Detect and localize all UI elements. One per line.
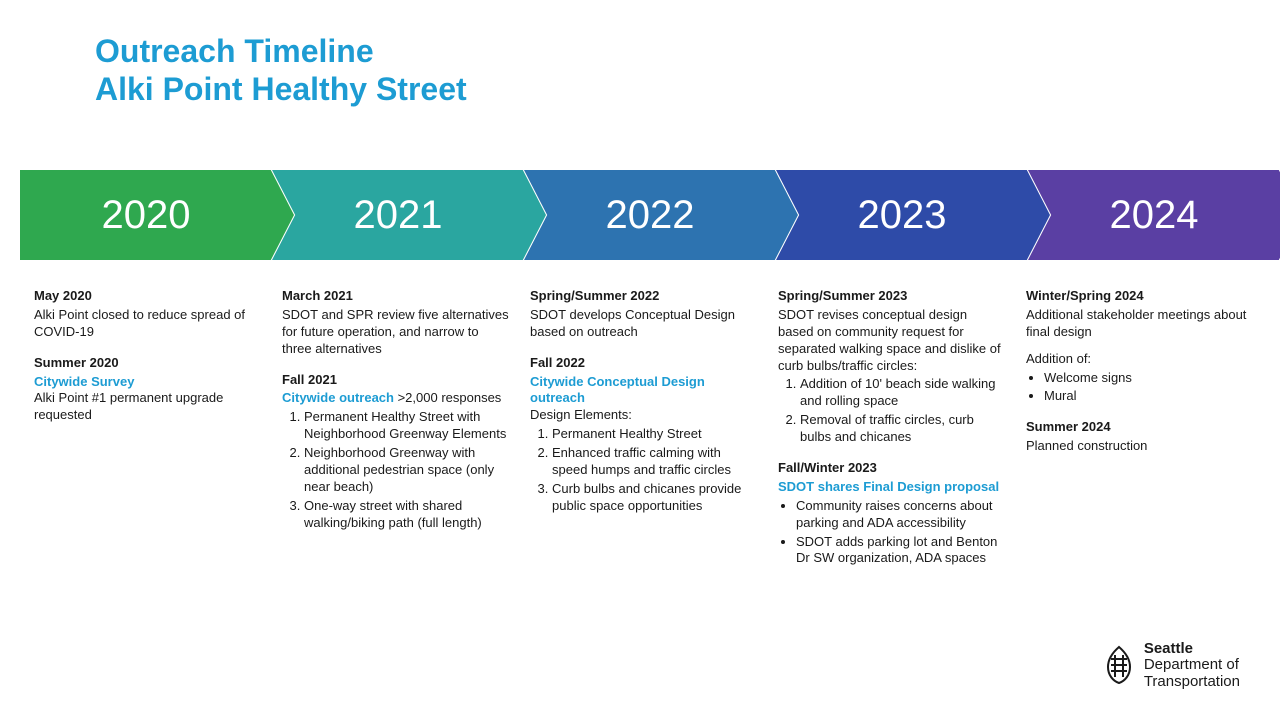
event-sub-heading: SDOT shares Final Design proposal: [778, 479, 1006, 496]
list-item: Curb bulbs and chicanes provide public s…: [552, 481, 758, 515]
list-item: Enhanced traffic calming with speed hump…: [552, 445, 758, 479]
timeline-event: Fall/Winter 2023 SDOT shares Final Design…: [778, 460, 1006, 567]
event-heading: Spring/Summer 2022: [530, 288, 758, 305]
event-ordered-list: Permanent Healthy Street Enhanced traffic…: [530, 426, 758, 514]
event-body: SDOT and SPR review five alternatives fo…: [282, 307, 510, 358]
event-body: Addition of:: [1026, 351, 1254, 368]
event-heading: May 2020: [34, 288, 262, 305]
event-sub-heading: Citywide outreach: [282, 390, 394, 405]
list-item: SDOT adds parking lot and Benton Dr SW o…: [796, 534, 1006, 568]
event-heading: Summer 2020: [34, 355, 262, 372]
list-item: Removal of traffic circles, curb bulbs a…: [800, 412, 1006, 446]
logo-text: Seattle Department of Transportation: [1144, 641, 1240, 691]
timeline-event: May 2020 Alki Point closed to reduce spre…: [34, 288, 262, 341]
event-body: Alki Point #1 permanent upgrade requeste…: [34, 390, 262, 424]
title-line-2: Alki Point Healthy Street: [95, 70, 467, 108]
event-heading: Fall 2021: [282, 372, 510, 389]
list-item: Permanent Healthy Street: [552, 426, 758, 443]
event-sub-heading: Citywide Survey: [34, 374, 262, 391]
timeline-event: Fall 2022 Citywide Conceptual Design outr…: [530, 355, 758, 515]
timeline-column: Spring/Summer 2022 SDOT develops Conceptu…: [530, 288, 758, 581]
event-sub-heading: Citywide Conceptual Design outreach: [530, 374, 758, 408]
event-heading: Fall/Winter 2023: [778, 460, 1006, 477]
list-item: Community raises concerns about parking …: [796, 498, 1006, 532]
seattle-logo-icon: [1102, 645, 1136, 685]
event-body: Citywide outreach >2,000 responses: [282, 390, 510, 407]
event-body: SDOT develops Conceptual Design based on…: [530, 307, 758, 341]
chevron-year-label: 2022: [524, 170, 776, 260]
timeline-event: Summer 2020 Citywide SurveyAlki Point #1 …: [34, 355, 262, 425]
timeline-chevron-2020: 2020: [20, 170, 294, 260]
logo-line-2: Department of: [1144, 657, 1240, 674]
event-ordered-list: Permanent Healthy Street with Neighborho…: [282, 409, 510, 531]
timeline-event: Summer 2024 Planned construction: [1026, 419, 1254, 455]
timeline-chevron-2023: 2023: [776, 170, 1050, 260]
chevron-year-label: 2021: [272, 170, 524, 260]
event-heading: Spring/Summer 2023: [778, 288, 1006, 305]
logo-line-1: Seattle: [1144, 641, 1240, 658]
list-item: Welcome signs: [1044, 370, 1254, 387]
list-item: Permanent Healthy Street with Neighborho…: [304, 409, 510, 443]
event-heading: Fall 2022: [530, 355, 758, 372]
timeline-event: Spring/Summer 2023 SDOT revises conceptua…: [778, 288, 1006, 446]
timeline-chevron-2022: 2022: [524, 170, 798, 260]
title-line-1: Outreach Timeline: [95, 32, 467, 70]
event-body: Alki Point closed to reduce spread of CO…: [34, 307, 262, 341]
event-body: Planned construction: [1026, 438, 1254, 455]
timeline-event: Fall 2021Citywide outreach >2,000 respon…: [282, 372, 510, 532]
timeline-event: March 2021 SDOT and SPR review five alter…: [282, 288, 510, 358]
event-bullet-list: Welcome signsMural: [1026, 370, 1254, 406]
timeline-column: March 2021 SDOT and SPR review five alter…: [282, 288, 510, 581]
event-heading: Winter/Spring 2024: [1026, 288, 1254, 305]
timeline-chevron-2021: 2021: [272, 170, 546, 260]
list-item: Neighborhood Greenway with additional pe…: [304, 445, 510, 496]
event-heading: Summer 2024: [1026, 419, 1254, 436]
timeline-chevron-2024: 2024: [1028, 170, 1280, 260]
timeline-event: Winter/Spring 2024 Additional stakeholder…: [1026, 288, 1254, 405]
timeline-chevron-row: 20202021202220232024: [20, 170, 1280, 260]
event-body: Design Elements:: [530, 407, 758, 424]
list-item: Mural: [1044, 388, 1254, 405]
sdot-logo: Seattle Department of Transportation: [1102, 641, 1240, 691]
timeline-columns: May 2020 Alki Point closed to reduce spre…: [34, 288, 1254, 581]
timeline-event: Spring/Summer 2022 SDOT develops Conceptu…: [530, 288, 758, 341]
event-heading: March 2021: [282, 288, 510, 305]
chevron-year-label: 2024: [1028, 170, 1280, 260]
page-title: Outreach Timeline Alki Point Healthy Str…: [95, 32, 467, 109]
event-bullet-list: Community raises concerns about parking …: [778, 498, 1006, 568]
list-item: One-way street with shared walking/bikin…: [304, 498, 510, 532]
chevron-year-label: 2023: [776, 170, 1028, 260]
logo-line-3: Transportation: [1144, 674, 1240, 691]
timeline-column: Winter/Spring 2024 Additional stakeholder…: [1026, 288, 1254, 581]
event-body: SDOT revises conceptual design based on …: [778, 307, 1006, 375]
timeline-column: Spring/Summer 2023 SDOT revises conceptua…: [778, 288, 1006, 581]
list-item: Addition of 10' beach side walking and r…: [800, 376, 1006, 410]
chevron-year-label: 2020: [20, 170, 272, 260]
event-body: Additional stakeholder meetings about fi…: [1026, 307, 1254, 341]
timeline-column: May 2020 Alki Point closed to reduce spre…: [34, 288, 262, 581]
event-ordered-list: Addition of 10' beach side walking and r…: [778, 376, 1006, 446]
